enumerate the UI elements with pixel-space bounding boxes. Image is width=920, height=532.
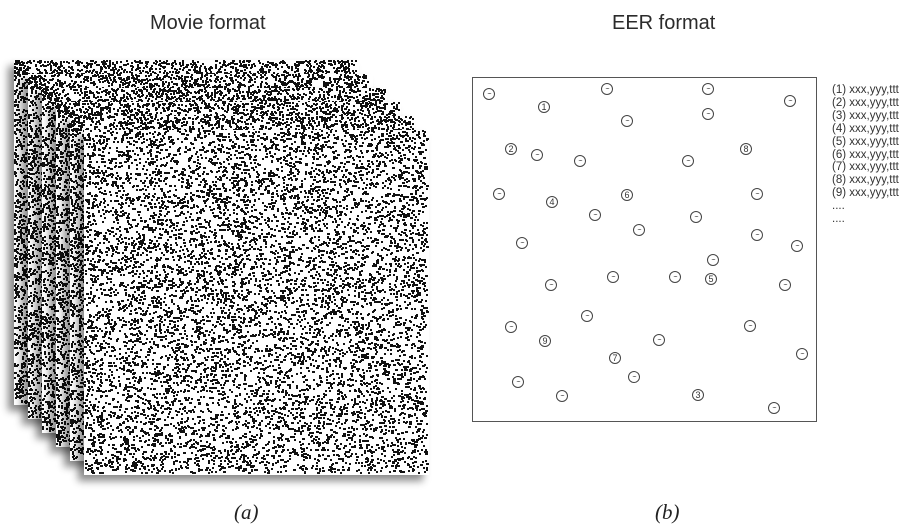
movie-frame-stack [0, 0, 460, 490]
event-circle: ... [516, 237, 528, 249]
event-circle: ... [702, 108, 714, 120]
event-list-item: (7) xxx,yyy,ttt [832, 161, 899, 174]
event-circle: ... [633, 224, 645, 236]
event-list: (1) xxx,yyy,ttt (2) xxx,yyy,ttt (3) xxx,yy… [832, 84, 899, 226]
event-list-item: (1) xxx,yyy,ttt [832, 84, 899, 97]
event-circle: ... [768, 402, 780, 414]
event-list-item: (5) xxx,yyy,ttt [832, 136, 899, 149]
event-circle: ... [796, 348, 808, 360]
event-circle: ... [779, 279, 791, 291]
event-circle: ... [581, 310, 593, 322]
event-circle: ... [493, 188, 505, 200]
event-list-item: (8) xxx,yyy,ttt [832, 174, 899, 187]
event-circle: ... [483, 88, 495, 100]
event-circle: ... [707, 254, 719, 266]
event-circle-3: 3 [692, 389, 704, 401]
event-circle: ... [601, 83, 613, 95]
event-circle: ... [751, 188, 763, 200]
event-circle: ... [784, 95, 796, 107]
event-circle: ... [669, 271, 681, 283]
event-circle-4: 4 [546, 196, 558, 208]
event-list-item: (6) xxx,yyy,ttt [832, 149, 899, 162]
event-circle: ... [791, 240, 803, 252]
event-circle: ... [682, 155, 694, 167]
event-circle: ... [621, 115, 633, 127]
event-list-item: (3) xxx,yyy,ttt [832, 110, 899, 123]
event-list-item: (4) xxx,yyy,ttt [832, 123, 899, 136]
caption-a: (a) [234, 500, 259, 525]
event-list-item: (2) xxx,yyy,ttt [832, 97, 899, 110]
event-list-item: .... [832, 200, 899, 213]
event-circle: ... [744, 320, 756, 332]
event-circle: ... [512, 376, 524, 388]
event-circle-6: 6 [621, 189, 633, 201]
event-circle-2: 2 [505, 143, 517, 155]
event-list-item: .... [832, 213, 899, 226]
event-circle: ... [556, 390, 568, 402]
event-circle: ... [589, 209, 601, 221]
event-circle: ... [505, 321, 517, 333]
event-circle: ... [653, 334, 665, 346]
event-circle: ... [574, 155, 586, 167]
event-circle-7: 7 [609, 352, 621, 364]
eer-event-field: 1 2 3 4 5 6 7 8 9...............................… [472, 77, 817, 422]
eer-format-title: EER format [612, 12, 715, 35]
event-circle: ... [607, 271, 619, 283]
movie-frame [84, 130, 429, 475]
event-circle: ... [751, 229, 763, 241]
event-circle-9: 9 [539, 335, 551, 347]
event-circle-8: 8 [740, 143, 752, 155]
event-circle-5: 5 [705, 273, 717, 285]
event-circle: ... [628, 371, 640, 383]
caption-b: (b) [655, 500, 680, 525]
event-circle-1: 1 [538, 101, 550, 113]
event-circle: ... [702, 83, 714, 95]
event-circle: ... [690, 211, 702, 223]
event-circle: ... [545, 279, 557, 291]
event-circle: ... [531, 149, 543, 161]
event-list-item: (9) xxx,yyy,ttt [832, 187, 899, 200]
